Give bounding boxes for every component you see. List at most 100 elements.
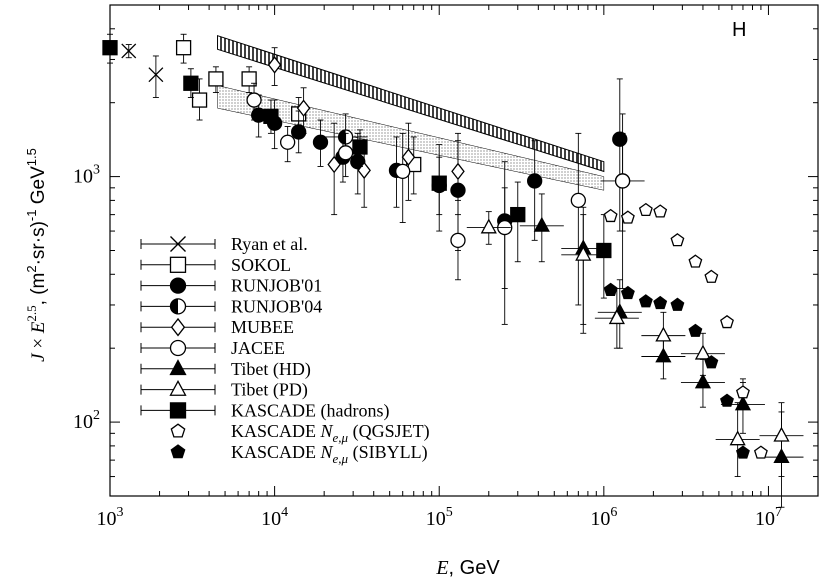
x-tick-label: 103 [97, 505, 124, 530]
legend-entry: RUNJOB'01 [140, 276, 322, 296]
legend-entry: MUBEE [140, 317, 294, 337]
data-point [466, 211, 511, 245]
data-point [597, 279, 642, 349]
data-point [670, 297, 685, 311]
legend-label: MUBEE [231, 317, 294, 337]
legend-label: RUNJOB'04 [231, 296, 322, 316]
data-point [688, 254, 703, 268]
data-point [395, 132, 411, 223]
x-axis-label-unit: , GeV [449, 557, 501, 579]
series-6 [519, 193, 804, 508]
data-point [279, 126, 296, 163]
data-point [450, 199, 466, 281]
data-point [715, 402, 760, 478]
data-point [352, 129, 368, 167]
data-point [638, 202, 653, 217]
data-point [594, 288, 639, 349]
data-point [638, 294, 653, 308]
data-point [191, 78, 208, 121]
legend-label: RUNJOB'01 [231, 276, 322, 296]
legend-entry: KASCADE Ne,μ (QGSJET) [170, 421, 430, 445]
data-point [121, 43, 137, 59]
data-point [296, 87, 311, 134]
y-tick-label: 102 [73, 408, 100, 433]
data-point [670, 233, 685, 247]
legend-label: Tibet (HD) [231, 359, 311, 380]
x-tick-label: 107 [755, 505, 782, 530]
legend: Ryan et al.SOKOLRUNJOB'01RUNJOB'04MUBEEJ… [140, 234, 430, 466]
data-point [653, 295, 668, 310]
y-axis-label: J × E2.5, (m2·sr·s)-1 GeV1.5 [24, 148, 49, 362]
data-point [596, 214, 612, 299]
legend-label: SOKOL [231, 255, 291, 275]
data-point [620, 285, 635, 300]
data-point [704, 355, 719, 369]
data-point [519, 193, 564, 263]
data-point [327, 122, 341, 216]
model-bands [217, 34, 605, 191]
data-point [263, 99, 279, 134]
legend-entry: RUNJOB'04 [140, 296, 322, 316]
data-point [753, 445, 768, 459]
data-point [246, 82, 262, 121]
x-tick-label: 104 [261, 505, 288, 530]
legend-label: KASCADE Ne,μ (QGSJET) [231, 421, 430, 445]
data-point [720, 314, 734, 329]
x-tick-label: 106 [590, 505, 617, 530]
data-point [183, 68, 199, 98]
data-point [148, 55, 164, 98]
legend-label: KASCADE Ne,μ (SIBYLL) [231, 442, 428, 466]
legend-label: Ryan et al. [231, 234, 308, 254]
data-point [603, 282, 618, 296]
series-4 [267, 47, 465, 216]
series-7 [466, 211, 804, 478]
data-point [337, 132, 354, 178]
legend-entry: KASCADE Ne,μ (SIBYLL) [170, 442, 428, 466]
data-point [451, 132, 465, 216]
legend-entry: SOKOL [140, 255, 291, 275]
legend-entry: KASCADE (hadrons) [140, 400, 389, 421]
series-10 [603, 282, 750, 459]
data-point [736, 382, 750, 404]
x-axis-label-var: E [435, 557, 448, 579]
data-series [102, 33, 804, 508]
legend-entry: Tibet (HD) [140, 359, 311, 380]
axis-ticks: 103 104 105 106 107 102 103 [73, 4, 819, 530]
data-point [680, 332, 725, 376]
x-axis-label: E, GeV [435, 557, 500, 579]
legend-entry: Tibet (PD) [140, 380, 308, 401]
data-point [720, 393, 734, 407]
data-point [736, 445, 750, 459]
data-point [704, 269, 719, 283]
series-0 [121, 43, 164, 98]
data-point [688, 323, 703, 337]
data-point [175, 33, 192, 64]
legend-label: JACEE [231, 338, 285, 358]
data-point [614, 113, 631, 289]
data-point [570, 132, 586, 306]
data-point [497, 187, 513, 289]
data-point [620, 210, 635, 224]
data-point [241, 66, 257, 93]
data-point [312, 119, 329, 167]
band-dotted [217, 85, 605, 191]
data-point [603, 208, 618, 223]
series-1 [175, 33, 422, 195]
legend-label: Tibet (PD) [231, 380, 308, 401]
data-point [612, 78, 628, 232]
series-9 [603, 202, 768, 459]
legend-label: KASCADE (hadrons) [231, 400, 389, 421]
panel-label: H [732, 19, 746, 41]
data-point [510, 181, 526, 263]
data-point [641, 311, 686, 360]
data-point [208, 66, 224, 93]
data-point [759, 402, 804, 478]
data-point [401, 122, 416, 201]
legend-entry: Ryan et al. [140, 234, 308, 254]
data-point [431, 156, 447, 216]
x-tick-label: 105 [426, 505, 453, 530]
data-point [561, 214, 606, 334]
data-point [527, 140, 543, 241]
data-point [267, 47, 282, 86]
